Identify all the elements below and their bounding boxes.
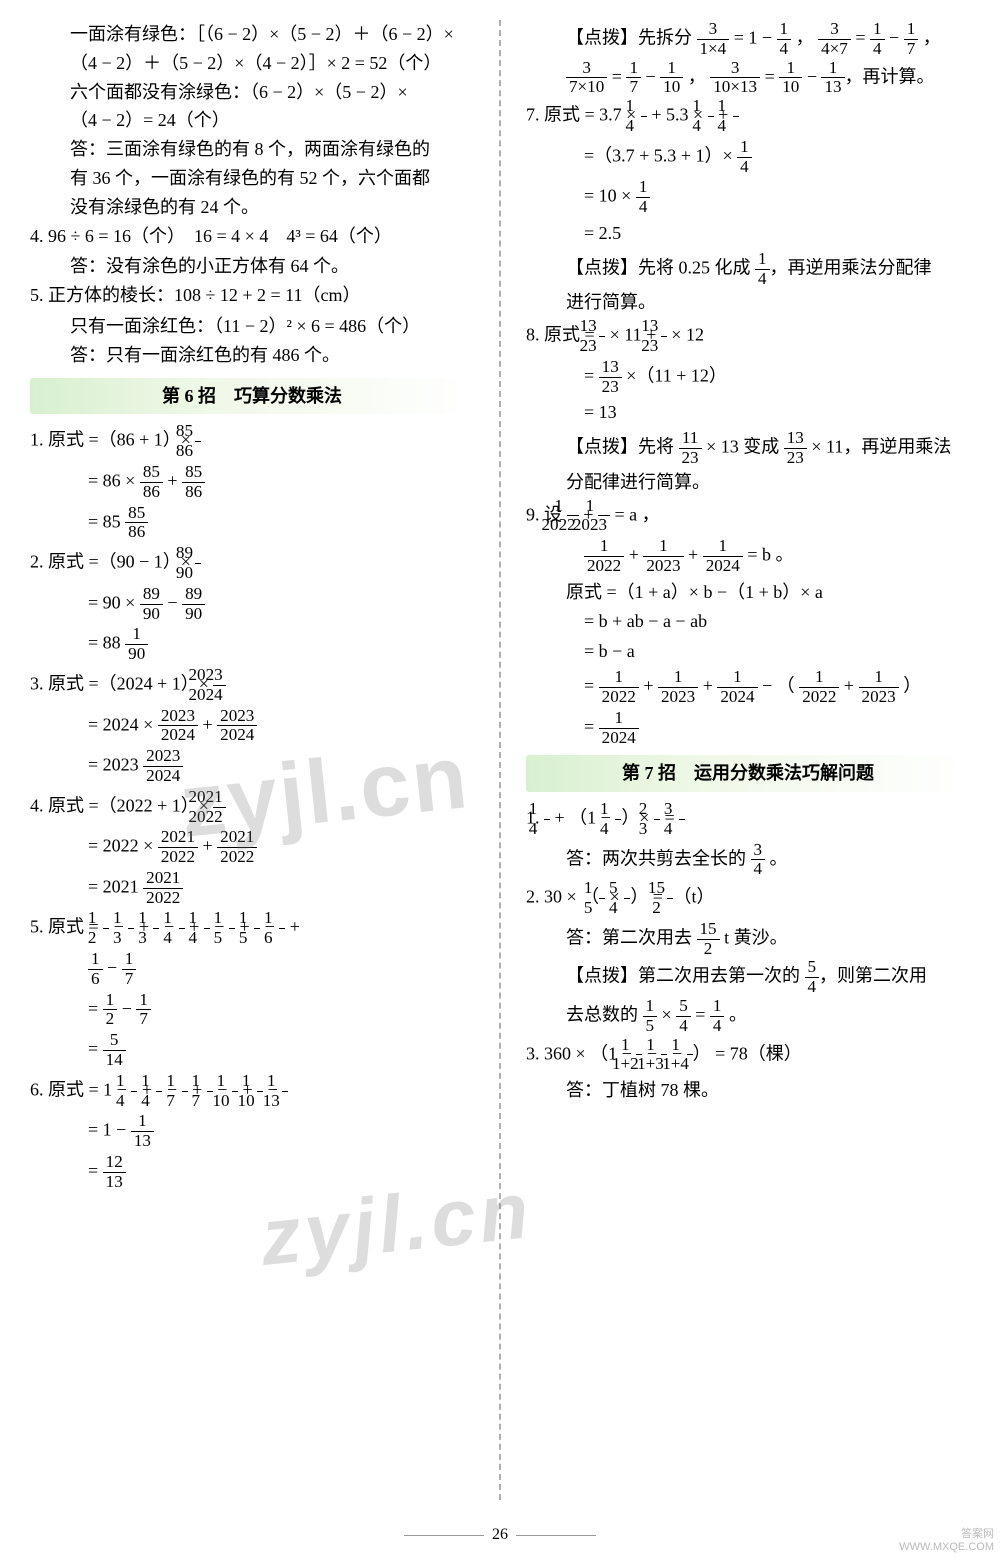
equation-line: 8. 原式 = 1323 × 11 + 1323 × 12 <box>554 317 970 356</box>
left-column: 一面涂有绿色：［（6 − 2）×（5 − 2）＋（6 − 2）× （4 − 2）… <box>30 20 474 1500</box>
equation-result: = 85 8586 <box>88 504 474 543</box>
section-banner: 第 7 招 运用分数乘法巧解问题 <box>526 755 970 792</box>
equation-result: = 2021 20212022 <box>88 869 474 908</box>
text-line: 4. 96 ÷ 6 = 16（个） 16 = 4 × 4 4³ = 64（个） <box>58 222 474 251</box>
answer-line: 答：两次共剪去全长的 34 。 <box>566 841 970 880</box>
text-line: （4 − 2）＋（5 − 2）×（4 − 2）］× 2 = 52（个） <box>70 49 474 78</box>
corner-watermark: 答案网WWW.MXQE.COM <box>899 1528 994 1554</box>
answer-line: 答：第二次用去 152 t 黄沙。 <box>566 920 970 959</box>
text-line: 答：只有一面涂红色的有 486 个。 <box>70 341 474 370</box>
text-line: 只有一面涂红色：（11 − 2）² × 6 = 486（个） <box>70 312 474 341</box>
equation-step: =（3.7 + 5.3 + 1）× 14 <box>584 138 970 177</box>
equation-result: = 13 <box>584 398 970 427</box>
text-line: （4 − 2）= 24（个） <box>70 106 474 135</box>
equation-step: = b − a <box>584 637 970 666</box>
equation-step: = 90 × 8990 − 8990 <box>88 585 474 624</box>
hint-line: 【点拨】第二次用去第一次的 54，则第二次用 <box>566 958 970 997</box>
equation-line: 2. 原式 =（90 − 1）× 8990 <box>58 544 474 583</box>
equation-line: 1. 原式 =（86 + 1）× 8586 <box>58 422 474 461</box>
equation-line: 3. 360 × （1 − 11+2 − 11+3 − 11+4） = 78（棵… <box>554 1036 970 1075</box>
columns: 一面涂有绿色：［（6 − 2）×（5 − 2）＋（6 − 2）× （4 − 2）… <box>30 20 970 1500</box>
hint-line: 【点拨】先将 0.25 化成 14，再逆用乘法分配律 <box>566 250 970 289</box>
hint-line: 37×10 = 17 − 110 ， 310×13 = 110 − 113，再计… <box>566 59 970 98</box>
equation-result: = 1213 <box>88 1153 474 1192</box>
equation-step: = 12022 + 12023 + 12024 − （ 12022 + 1202… <box>584 668 970 707</box>
equation-line: 4. 原式 =（2022 + 1）× 20212022 <box>58 788 474 827</box>
equation-line: 2. 30 × （15 × 54） = 152（t） <box>554 879 970 918</box>
equation-step: = 2024 × 20232024 + 20232024 <box>88 707 474 746</box>
text-line: 答：没有涂色的小正方体有 64 个。 <box>70 252 474 281</box>
equation-step: = 12 − 17 <box>88 991 474 1030</box>
column-divider <box>499 20 501 1500</box>
equation-line: 7. 原式 = 3.7 × 14 + 5.3 × 14 + 14 <box>554 97 970 136</box>
equation-step: = 2022 × 20212022 + 20212022 <box>88 828 474 867</box>
equation-step: 原式 =（1 + a）× b −（1 + b）× a <box>566 578 970 607</box>
equation-line: 3. 原式 =（2024 + 1）× 20232024 <box>58 666 474 705</box>
text-line: 一面涂有绿色：［（6 − 2）×（5 − 2）＋（6 − 2）× <box>70 20 474 49</box>
text-line: 没有涂绿色的有 24 个。 <box>70 193 474 222</box>
equation-result: = 2.5 <box>584 219 970 248</box>
text-line: 六个面都没有涂绿色：（6 − 2）×（5 − 2）× <box>70 78 474 107</box>
equation-step: = 1 − 113 <box>88 1112 474 1151</box>
equation-step: = 10 × 14 <box>584 178 970 217</box>
equation-result: = 88 190 <box>88 625 474 664</box>
hint-line: 分配律进行简算。 <box>566 468 970 497</box>
hint-line: 去总数的 15 × 54 = 14 。 <box>566 997 970 1036</box>
equation-step: = b + ab − a − ab <box>584 607 970 636</box>
equation-step: = 1323 ×（11 + 12） <box>584 358 970 397</box>
equation-line: 5. 原式 = 12 − 13 + 13 − 14 + 14 − 15 + 15… <box>58 909 474 948</box>
page: 一面涂有绿色：［（6 − 2）×（5 − 2）＋（6 − 2）× （4 − 2）… <box>0 0 1000 1560</box>
equation-step: 16 − 17 <box>88 950 474 989</box>
right-column: 【点拨】先拆分 31×4 = 1 − 14 ， 34×7 = 14 − 17 ，… <box>526 20 970 1500</box>
text-line: 答：三面涂有绿色的有 8 个，两面涂有绿色的 <box>70 135 474 164</box>
equation-line: 1. 14 + （1 − 14）× 23 = 34 <box>554 800 970 839</box>
text-line: 有 36 个，一面涂有绿色的有 52 个，六个面都 <box>70 164 474 193</box>
equation-step: 12022 + 12023 + 12024 = b 。 <box>584 537 970 576</box>
equation-line: 9. 设 12022 + 12023 = a ， <box>554 497 970 536</box>
equation-result: = 2023 20232024 <box>88 747 474 786</box>
answer-line: 答：丁植树 78 棵。 <box>566 1076 970 1105</box>
equation-step: = 86 × 8586 + 8586 <box>88 463 474 502</box>
page-number: 26 <box>0 1522 1000 1548</box>
hint-line: 【点拨】先拆分 31×4 = 1 − 14 ， 34×7 = 14 − 17 ， <box>566 20 970 59</box>
section-banner: 第 6 招 巧算分数乘法 <box>30 378 474 415</box>
hint-line: 进行简算。 <box>566 288 970 317</box>
equation-line: 6. 原式 = 1 − 14 + 14 − 17 + 17 − 110 + 11… <box>58 1072 474 1111</box>
text-line: 5. 正方体的棱长：108 ÷ 12 + 2 = 11（cm） <box>58 281 474 310</box>
hint-line: 【点拨】先将 1123 × 13 变成 1323 × 11，再逆用乘法 <box>566 429 970 468</box>
equation-result: = 514 <box>88 1031 474 1070</box>
equation-result: = 12024 <box>584 709 970 748</box>
